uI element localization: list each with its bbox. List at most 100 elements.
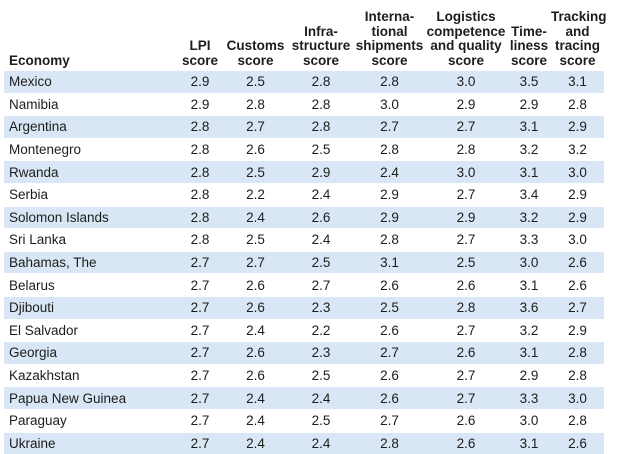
international-shipments-score-cell: 2.7: [354, 116, 425, 139]
timeliness-score-cell: 3.3: [507, 387, 551, 410]
timeliness-score-cell: 3.1: [507, 342, 551, 365]
infrastructure-score-cell: 2.5: [288, 409, 354, 432]
tracking-tracing-score-cell: 2.6: [551, 274, 604, 297]
lpi-score-cell: 2.8: [177, 116, 223, 139]
tracking-tracing-score-cell: 2.9: [551, 183, 604, 206]
tracking-tracing-score-cell: 2.6: [551, 251, 604, 274]
international-shipments-score-cell: 2.8: [354, 229, 425, 252]
logistics-competence-score-cell: 3.0: [425, 161, 507, 184]
customs-score-cell: 2.7: [223, 251, 288, 274]
infrastructure-score-cell: 2.7: [288, 274, 354, 297]
lpi-score-cell: 2.7: [177, 387, 223, 410]
lpi-score-cell: 2.8: [177, 229, 223, 252]
infrastructure-score-cell: 2.8: [288, 93, 354, 116]
logistics-competence-score-cell: 3.0: [425, 71, 507, 94]
international-shipments-score-cell: 3.0: [354, 93, 425, 116]
column-header-line: liness: [507, 39, 551, 53]
logistics-competence-score-cell: 2.7: [425, 387, 507, 410]
infrastructure-score-cell: 2.2: [288, 319, 354, 342]
timeliness-score-cell: 3.0: [507, 251, 551, 274]
timeliness-score-cell: 3.2: [507, 206, 551, 229]
infrastructure-score-cell: 2.4: [288, 432, 354, 454]
column-header-line: LPI: [177, 39, 223, 53]
timeliness-score-cell: 3.2: [507, 319, 551, 342]
infrastructure-score-cell: 2.3: [288, 342, 354, 365]
tracking-tracing-score-cell: 2.8: [551, 93, 604, 116]
column-header-line: Infra-: [288, 25, 354, 39]
lpi-score-cell: 2.7: [177, 364, 223, 387]
economy-name-cell: Djibouti: [4, 296, 177, 319]
infrastructure-score-cell: 2.6: [288, 206, 354, 229]
customs-score-cell: 2.4: [223, 432, 288, 454]
international-shipments-score-cell: 3.1: [354, 251, 425, 274]
lpi-score-cell: 2.8: [177, 206, 223, 229]
logistics-competence-score-cell: 2.9: [425, 93, 507, 116]
lpi-score-cell: 2.7: [177, 274, 223, 297]
timeliness-score-cell: 2.9: [507, 364, 551, 387]
column-header-line: Time-: [507, 25, 551, 39]
logistics-competence-score-cell: 2.6: [425, 409, 507, 432]
international-shipments-score-cell: 2.8: [354, 138, 425, 161]
column-header-line: score: [507, 54, 551, 68]
international-shipments-score-cell: 2.6: [354, 319, 425, 342]
lpi-score-cell: 2.7: [177, 432, 223, 454]
customs-score-cell: 2.5: [223, 161, 288, 184]
column-header-line: Interna-: [354, 10, 425, 24]
economy-name-cell: Papua New Guinea: [4, 387, 177, 410]
column-header-line: score: [354, 54, 425, 68]
lpi-score-cell: 2.7: [177, 319, 223, 342]
logistics-competence-score-cell: 2.7: [425, 116, 507, 139]
economy-name-cell: Paraguay: [4, 409, 177, 432]
timeliness-score-cell: 3.2: [507, 138, 551, 161]
international-shipments-score-cell: 2.8: [354, 432, 425, 454]
column-header-line: Tracking: [551, 10, 604, 24]
column-header-line: score: [177, 54, 223, 68]
timeliness-score-cell: 3.3: [507, 229, 551, 252]
infrastructure-score-cell: 2.5: [288, 138, 354, 161]
tracking-tracing-score-cell: 3.1: [551, 71, 604, 94]
timeliness-score-cell: 3.1: [507, 274, 551, 297]
customs-score-cell: 2.6: [223, 138, 288, 161]
infrastructure-score-cell: 2.3: [288, 296, 354, 319]
logistics-competence-score-cell: 2.8: [425, 138, 507, 161]
economy-name-cell: Mexico: [4, 71, 177, 94]
infrastructure-score-cell: 2.9: [288, 161, 354, 184]
logistics-competence-score-cell: 2.5: [425, 251, 507, 274]
column-header-line: score: [223, 54, 288, 68]
customs-score-cell: 2.6: [223, 296, 288, 319]
column-header-line: score: [288, 54, 354, 68]
customs-score-cell: 2.6: [223, 274, 288, 297]
economy-name-cell: Argentina: [4, 116, 177, 139]
logistics-competence-score-cell: 2.9: [425, 206, 507, 229]
tracking-tracing-score-cell: 2.9: [551, 206, 604, 229]
logistics-competence-score-cell: 2.7: [425, 319, 507, 342]
timeliness-score-cell: 2.9: [507, 93, 551, 116]
column-header-economy: Economy: [4, 0, 177, 71]
infrastructure-score-cell: 2.5: [288, 251, 354, 274]
tracking-tracing-score-cell: 2.8: [551, 364, 604, 387]
customs-score-cell: 2.6: [223, 364, 288, 387]
customs-score-cell: 2.4: [223, 319, 288, 342]
lpi-score-cell: 2.8: [177, 138, 223, 161]
economy-name-cell: Bahamas, The: [4, 251, 177, 274]
logistics-competence-score-cell: 2.6: [425, 342, 507, 365]
timeliness-score-cell: 3.1: [507, 161, 551, 184]
logistics-competence-score-cell: 2.7: [425, 183, 507, 206]
tracking-tracing-score-cell: 3.0: [551, 229, 604, 252]
tracking-tracing-score-cell: 2.8: [551, 342, 604, 365]
column-header-line: tional: [354, 25, 425, 39]
international-shipments-score-cell: 2.4: [354, 161, 425, 184]
